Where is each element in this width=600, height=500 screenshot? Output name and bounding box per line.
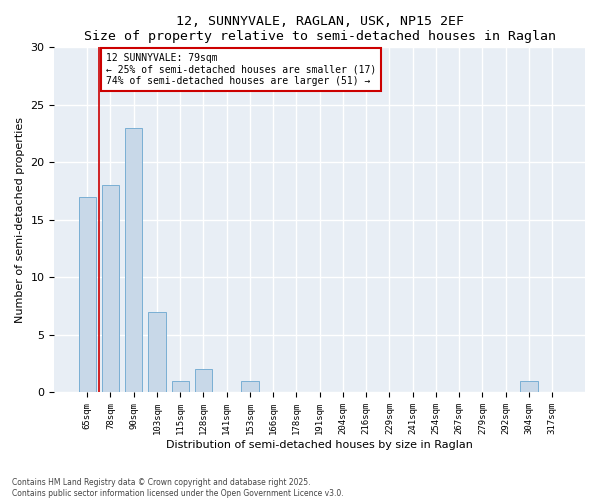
Y-axis label: Number of semi-detached properties: Number of semi-detached properties [15,116,25,322]
Bar [195,370,212,392]
Bar [125,128,142,392]
Text: Contains HM Land Registry data © Crown copyright and database right 2025.
Contai: Contains HM Land Registry data © Crown c… [12,478,344,498]
Title: 12, SUNNYVALE, RAGLAN, USK, NP15 2EF
Size of property relative to semi-detached : 12, SUNNYVALE, RAGLAN, USK, NP15 2EF Siz… [84,15,556,43]
Text: 12 SUNNYVALE: 79sqm
← 25% of semi-detached houses are smaller (17)
74% of semi-d: 12 SUNNYVALE: 79sqm ← 25% of semi-detach… [106,52,376,86]
Bar [520,381,538,392]
X-axis label: Distribution of semi-detached houses by size in Raglan: Distribution of semi-detached houses by … [166,440,473,450]
Bar [79,196,96,392]
Bar [148,312,166,392]
Bar [102,185,119,392]
Bar [172,381,189,392]
Bar [241,381,259,392]
